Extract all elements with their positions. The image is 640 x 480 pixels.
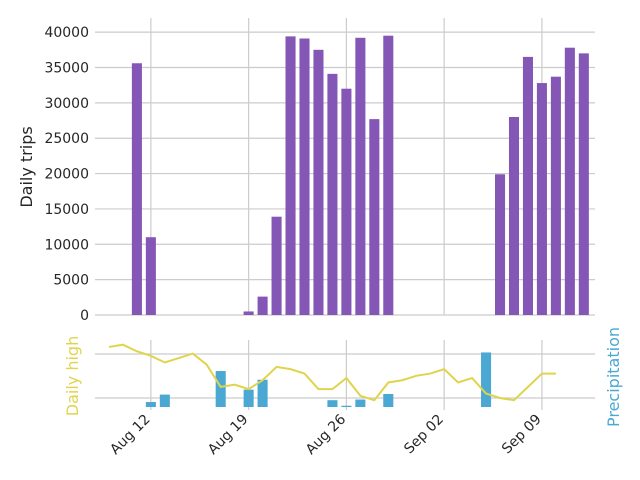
trips-bar — [355, 37, 366, 316]
precipitation-bar — [383, 393, 394, 407]
trips-y-tick-label: 30000 — [44, 96, 89, 112]
trips-bar — [383, 35, 394, 316]
precipitation-bar — [355, 399, 366, 407]
trips-y-tick-label: 10000 — [44, 237, 89, 253]
precipitation-bar — [257, 379, 268, 407]
trips-y-tick-label: 25000 — [44, 131, 89, 147]
precipitation-bar — [215, 371, 226, 407]
precipitation-bar — [243, 389, 254, 407]
date-tick-label: Aug 26 — [303, 411, 349, 457]
trips-bars — [131, 35, 589, 316]
daily-high-line — [108, 343, 556, 402]
trips-y-ticks: 0 5000 10000 15000 20000 25000 30000 35000 40000 — [44, 25, 89, 324]
trips-bar — [508, 117, 520, 315]
trips-y-tick-label: 15000 — [44, 202, 89, 218]
trips-bar — [522, 56, 533, 316]
daily-high-axis-label: Daily high — [63, 336, 82, 416]
date-tick-label: Aug 12 — [107, 412, 153, 458]
trips-bar — [271, 216, 282, 315]
trips-y-axis-label: Daily trips — [17, 126, 36, 207]
trips-y-tick-label: 5000 — [53, 273, 89, 289]
trips-bar — [285, 36, 296, 316]
precipitation-bar — [159, 394, 170, 407]
trips-bar — [145, 237, 156, 315]
trips-y-tick-label: 35000 — [44, 61, 89, 77]
trips-bar — [564, 47, 575, 315]
trips-bar — [341, 88, 352, 315]
date-tick-label: Sep 09 — [499, 412, 545, 458]
trips-y-tick-label: 0 — [80, 308, 89, 324]
trips-bar — [327, 73, 338, 315]
trips-bar — [536, 83, 547, 315]
date-x-ticks: Aug 12 Aug 19 Aug 26 Sep 02 Sep 09 — [107, 411, 544, 457]
trips-y-tick-label: 40000 — [44, 25, 89, 41]
precipitation-bars — [145, 352, 492, 407]
precipitation-bar — [327, 400, 338, 407]
trips-y-tick-label: 20000 — [44, 167, 89, 183]
precipitation-bar — [145, 402, 156, 407]
trips-bar — [243, 311, 254, 315]
trips-bar — [257, 296, 268, 315]
date-tick-label: Sep 02 — [401, 412, 447, 458]
date-tick-label: Aug 19 — [205, 412, 251, 458]
trips-bar — [550, 76, 561, 315]
trips-bar — [299, 38, 310, 315]
precipitation-bar — [481, 352, 492, 407]
trips-bar — [131, 63, 142, 315]
precipitation-bar — [341, 405, 352, 407]
trips-bar — [495, 174, 506, 315]
trips-bar — [578, 53, 589, 315]
daily-high-series-line — [108, 343, 556, 402]
trips-bar — [313, 49, 324, 315]
weather-gridlines — [95, 340, 595, 410]
precipitation-axis-label: Precipitation — [604, 327, 623, 427]
trips-bar — [369, 119, 380, 315]
